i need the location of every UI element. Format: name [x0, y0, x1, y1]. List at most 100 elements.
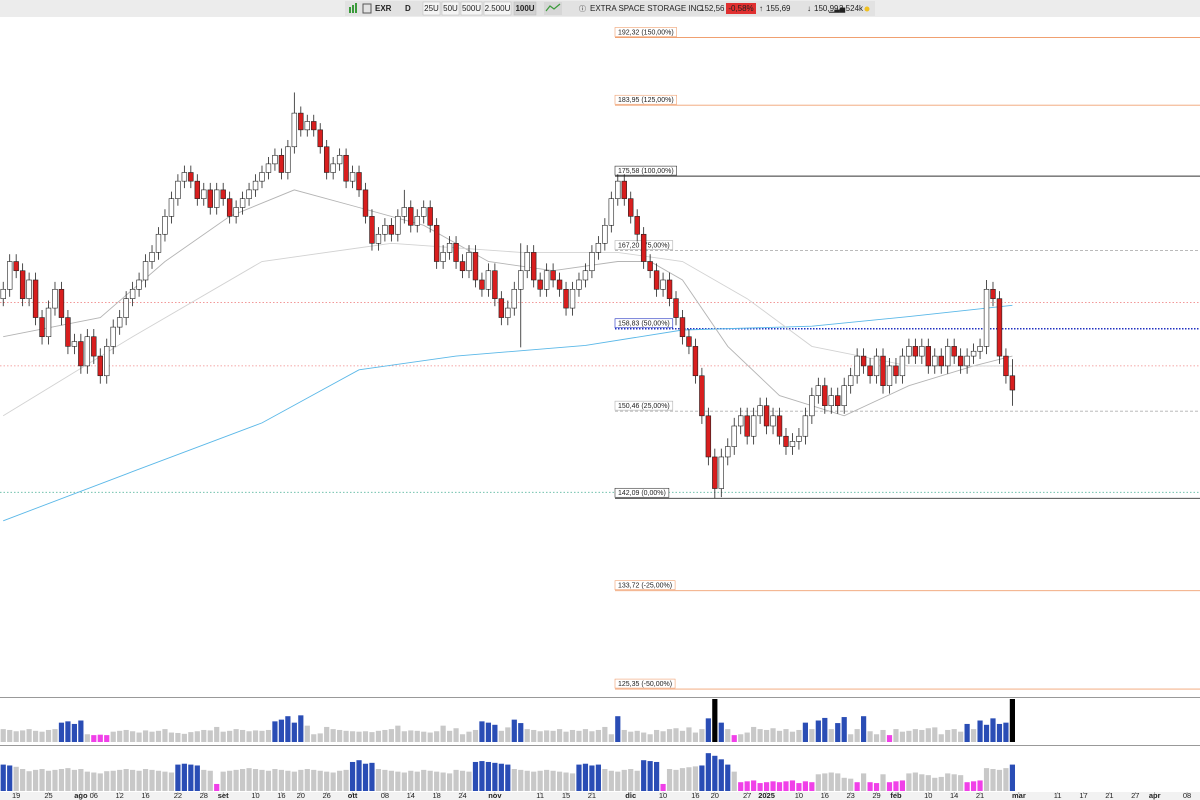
- toolbar-button-bg[interactable]: [422, 1, 441, 16]
- volume-bar: [26, 729, 32, 742]
- volume-bar: [835, 773, 841, 791]
- candle-body: [880, 355, 886, 386]
- candle-body: [214, 189, 220, 208]
- volume-bar: [317, 733, 323, 742]
- toolbar-button[interactable]: 25U: [424, 4, 439, 13]
- volume-bar: [91, 735, 97, 742]
- volume-bar: [608, 770, 614, 791]
- volume-bar: [531, 729, 537, 742]
- volume-bar: [595, 729, 601, 742]
- candle-body: [530, 252, 537, 281]
- volume-bar: [990, 718, 996, 742]
- up-arrow: ↑: [759, 4, 763, 13]
- volume-bar: [925, 775, 931, 791]
- fib-label-box: [614, 94, 677, 105]
- volume-bar: [123, 769, 129, 791]
- volume-bar: [511, 719, 517, 742]
- volume-bar: [382, 729, 388, 742]
- toolbar-button[interactable]: 2.500U: [485, 4, 511, 13]
- toolbar-button-bg[interactable]: [441, 1, 460, 16]
- fib-label: 142,09 (0,00%): [618, 490, 666, 497]
- volume-bar: [841, 777, 847, 791]
- volume-bar: [466, 731, 472, 742]
- candle-body: [91, 336, 97, 357]
- fib-label-box: [614, 580, 676, 590]
- x-tick-label: feb: [890, 791, 902, 800]
- toolbar-text[interactable]: D: [405, 4, 411, 13]
- volume-bar: [505, 727, 511, 742]
- volume-bar: [440, 772, 446, 791]
- volume-bar: [757, 783, 763, 791]
- toolbar-button[interactable]: 500U: [462, 4, 481, 13]
- volume-bar: [822, 717, 828, 742]
- volume-bar: [472, 761, 479, 791]
- toolbar-button-bg[interactable]: [460, 1, 483, 16]
- fib-label: 158,83 (50,00%): [618, 321, 670, 328]
- panel-separator: [0, 697, 1200, 698]
- volume-bar: [686, 727, 692, 742]
- volume-bar: [246, 731, 252, 742]
- volume-bar: [699, 729, 705, 742]
- volume-bar: [78, 720, 84, 742]
- toolbar-button-bg[interactable]: [483, 1, 512, 16]
- candle-body: [188, 172, 194, 182]
- volume-bar: [621, 769, 627, 791]
- candle-body: [951, 346, 957, 357]
- candle-body: [634, 216, 640, 235]
- volume-bar: [886, 735, 893, 742]
- x-tick-label: 06: [90, 791, 98, 800]
- volume-bar: [796, 729, 802, 742]
- toolbar-text[interactable]: EXR: [375, 4, 392, 13]
- candle-body: [738, 415, 744, 427]
- volume-bar: [880, 729, 886, 742]
- candle-body: [776, 415, 783, 437]
- volume-bar: [136, 732, 142, 742]
- candle-body: [699, 375, 705, 417]
- volume-bar: [401, 772, 407, 791]
- candle-body: [453, 243, 459, 262]
- volume-bar: [369, 732, 375, 742]
- candle-body: [518, 270, 524, 290]
- volume-bar: [434, 771, 440, 791]
- volume-bar: [272, 769, 278, 791]
- fib-label-box: [614, 165, 677, 176]
- candle-body: [65, 317, 71, 347]
- candle-body: [220, 189, 226, 199]
- volume-bar: [39, 769, 45, 791]
- volume-bar: [809, 729, 815, 742]
- volume-bar: [654, 729, 660, 742]
- volume-bar: [459, 734, 466, 742]
- volume-bar: [744, 781, 750, 791]
- volume-bar: [78, 769, 84, 791]
- candle-body: [615, 180, 621, 199]
- volume-bar: [45, 729, 52, 742]
- volume-bar: [492, 762, 498, 791]
- chart-type-icon[interactable]: [544, 2, 562, 15]
- volume-bar: [265, 729, 272, 742]
- volume-bar: [518, 769, 524, 791]
- x-tick-label: 27: [1131, 791, 1139, 800]
- toolbar-button-bg[interactable]: [513, 1, 537, 16]
- volume-bar: [252, 730, 259, 742]
- toolbar-button[interactable]: 50U: [443, 4, 458, 13]
- candle-body: [815, 385, 822, 396]
- volume-bar: [220, 731, 226, 742]
- candle-body: [628, 198, 634, 217]
- candle-body: [7, 261, 13, 290]
- candle-body: [970, 350, 977, 357]
- candle-body: [640, 233, 647, 262]
- info-icon: ⓘ: [579, 5, 586, 13]
- volume-bar: [285, 716, 291, 742]
- volume-bar: [1009, 764, 1015, 791]
- volume-bar: [117, 769, 123, 791]
- x-tick-label: 20: [711, 791, 719, 800]
- volume-bar: [544, 769, 550, 791]
- volume-bar: [311, 734, 317, 742]
- toolbar-button[interactable]: 100U: [515, 4, 534, 13]
- candle-body: [330, 163, 336, 173]
- candle-body: [84, 336, 91, 367]
- volume-bar: [349, 761, 356, 791]
- volume-bar: [343, 769, 349, 791]
- fib-label: 192,32 (150,00%): [618, 29, 674, 36]
- volume-bar: [712, 755, 718, 791]
